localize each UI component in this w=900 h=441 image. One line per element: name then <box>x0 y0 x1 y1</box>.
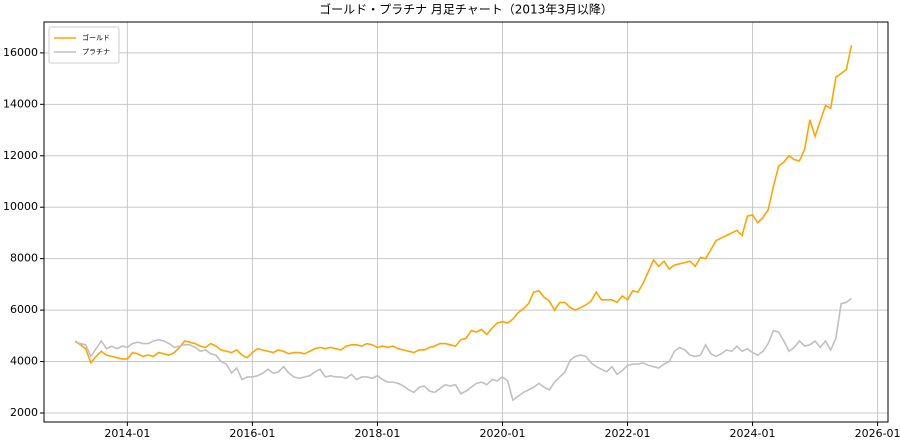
legend-label: ゴールド <box>82 33 110 42</box>
x-tick-label: 2018-01 <box>354 427 400 440</box>
legend-label: プラチナ <box>82 48 110 56</box>
x-tick-label: 2020-01 <box>479 427 525 440</box>
y-tick-label: 2000 <box>10 406 38 419</box>
x-tick-label: 2026-01 <box>855 427 900 440</box>
y-tick-label: 8000 <box>10 252 38 265</box>
series-line <box>75 297 853 402</box>
x-tick-label: 2022-01 <box>605 427 651 440</box>
y-tick-label: 16000 <box>3 46 38 59</box>
plot-frame <box>43 21 889 423</box>
x-tick-label: 2014-01 <box>104 427 150 440</box>
y-tick-label: 4000 <box>10 355 38 368</box>
y-tick-label: 14000 <box>3 97 38 110</box>
chart-title: ゴールド・プラチナ 月足チャート（2013年3月以降） <box>319 2 613 17</box>
series-line <box>74 44 853 365</box>
y-tick-label: 6000 <box>10 303 38 316</box>
legend-box <box>48 26 120 64</box>
x-tick-label: 2016-01 <box>229 427 275 440</box>
y-tick-label: 10000 <box>3 200 38 213</box>
y-tick-label: 12000 <box>3 149 38 162</box>
x-tick-label: 2024-01 <box>730 427 776 440</box>
